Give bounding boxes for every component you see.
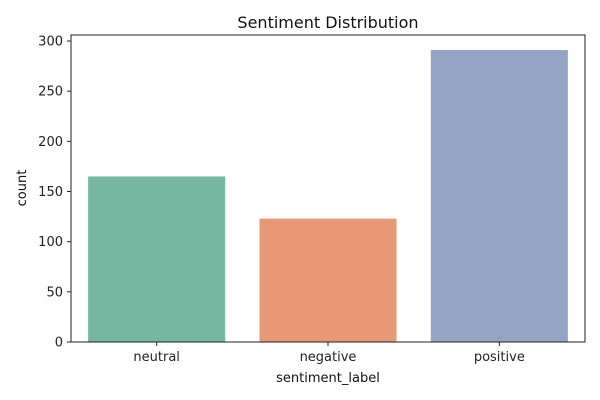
chart-title: Sentiment Distribution [237,13,418,32]
y-axis: 0 50 100 150 200 250 300 [38,35,71,351]
x-tick-label-neutral: neutral [133,350,180,365]
x-axis: neutral negative positive [133,342,525,365]
x-tick-label-negative: negative [300,350,357,365]
y-tick-label-100: 100 [38,235,63,250]
y-axis-label: count [15,170,30,207]
y-tick-label-250: 250 [38,85,63,100]
y-tick-label-50: 50 [46,285,63,300]
bar-negative [259,218,397,342]
y-tick-label-150: 150 [38,185,63,200]
y-tick-label-0: 0 [55,336,63,351]
bar-positive [430,50,568,343]
bar-neutral [88,176,226,342]
y-tick-label-300: 300 [38,35,63,50]
bars-group [88,50,568,343]
y-tick-label-200: 200 [38,135,63,150]
x-tick-label-positive: positive [474,350,525,365]
x-axis-label: sentiment_label [276,371,380,386]
